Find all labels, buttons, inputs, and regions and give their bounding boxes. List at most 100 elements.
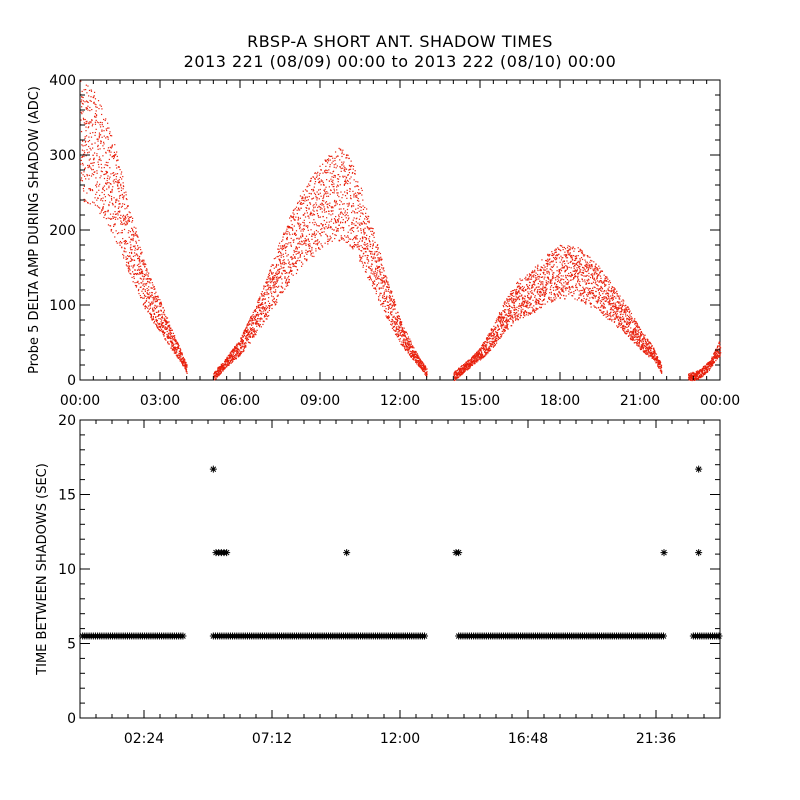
top-data-point <box>277 269 279 272</box>
top-data-point <box>90 149 92 151</box>
top-data-point <box>142 280 144 282</box>
top-data-point <box>129 216 131 219</box>
top-data-point <box>376 284 378 286</box>
top-data-point <box>352 171 354 174</box>
top-data-point <box>283 270 285 272</box>
top-data-point <box>289 270 292 272</box>
top-data-point <box>269 270 271 272</box>
top-data-point <box>409 338 411 340</box>
top-data-point <box>131 228 134 230</box>
top-data-point <box>418 362 420 364</box>
top-data-point <box>354 192 357 194</box>
top-data-point <box>80 80 82 82</box>
top-data-point <box>385 280 388 282</box>
top-data-point <box>84 199 86 201</box>
top-data-point <box>101 209 103 211</box>
top-data-point <box>516 282 519 284</box>
top-data-point <box>314 181 317 183</box>
top-data-point <box>454 375 456 377</box>
top-data-point <box>337 230 339 232</box>
top-data-point <box>508 305 510 307</box>
top-data-point <box>83 200 85 203</box>
top-data-point <box>306 207 308 209</box>
top-data-point <box>264 308 266 310</box>
top-data-point <box>537 264 539 266</box>
top-data-point <box>102 197 104 199</box>
top-data-point <box>539 303 541 305</box>
top-data-point <box>185 364 187 366</box>
top-data-point <box>532 293 534 295</box>
top-data-point <box>232 355 234 358</box>
top-data-point <box>228 364 230 366</box>
top-data-point <box>351 222 353 224</box>
top-data-point <box>456 370 459 372</box>
top-data-point <box>347 240 350 242</box>
top-data-point <box>458 367 460 369</box>
top-data-point <box>300 261 303 263</box>
top-data-point <box>120 220 122 222</box>
top-data-point <box>182 357 184 359</box>
top-data-point <box>384 300 386 302</box>
top-data-point <box>97 144 99 147</box>
top-data-point <box>129 212 131 214</box>
top-data-point <box>237 342 240 344</box>
top-data-point <box>98 135 100 138</box>
top-data-point <box>339 203 341 206</box>
top-data-point <box>380 304 382 306</box>
top-data-point <box>475 351 478 353</box>
top-data-point <box>290 270 293 272</box>
top-data-point <box>128 236 130 238</box>
top-data-point <box>141 251 143 253</box>
top-data-point <box>527 288 529 290</box>
top-data-point <box>360 250 362 252</box>
top-data-point <box>369 276 371 278</box>
top-data-point <box>281 247 283 249</box>
top-data-point <box>80 130 83 133</box>
top-data-point <box>375 288 377 290</box>
top-data-point <box>457 373 459 376</box>
top-data-point <box>514 292 517 294</box>
top-data-point <box>501 313 503 315</box>
top-data-point <box>357 243 359 245</box>
top-data-point <box>218 370 220 372</box>
top-data-point <box>277 251 280 254</box>
top-data-point <box>271 299 274 301</box>
top-data-point <box>320 206 322 209</box>
top-data-point <box>398 325 400 327</box>
top-data-point <box>116 198 118 200</box>
top-data-point <box>118 200 120 202</box>
top-data-point <box>291 263 293 265</box>
top-data-point <box>333 201 336 203</box>
top-data-point <box>152 318 154 320</box>
top-data-point <box>411 358 414 360</box>
top-data-point <box>142 297 144 299</box>
top-data-point <box>457 369 459 371</box>
top-data-point <box>108 151 110 153</box>
top-data-point <box>173 352 175 354</box>
top-data-point <box>110 230 112 232</box>
top-data-point <box>320 195 322 197</box>
top-data-point <box>148 281 150 283</box>
top-data-point <box>495 326 497 328</box>
top-data-point <box>378 270 381 272</box>
top-data-point <box>472 363 474 365</box>
top-data-point <box>517 318 519 321</box>
top-data-point <box>283 259 285 261</box>
top-data-point <box>119 210 121 212</box>
top-data-point <box>371 227 373 229</box>
top-data-point <box>510 294 512 296</box>
top-data-point <box>85 140 87 142</box>
top-data-point <box>341 226 343 229</box>
top-data-point <box>472 357 475 359</box>
top-data-point <box>494 338 497 340</box>
top-data-point <box>414 359 416 361</box>
top-data-point <box>275 263 278 266</box>
top-data-point <box>386 277 388 279</box>
top-data-point <box>263 293 266 295</box>
top-data-point <box>392 316 395 318</box>
top-data-point <box>234 356 236 359</box>
top-data-point <box>247 334 249 336</box>
top-data-point <box>322 225 324 227</box>
top-data-point <box>168 329 170 332</box>
